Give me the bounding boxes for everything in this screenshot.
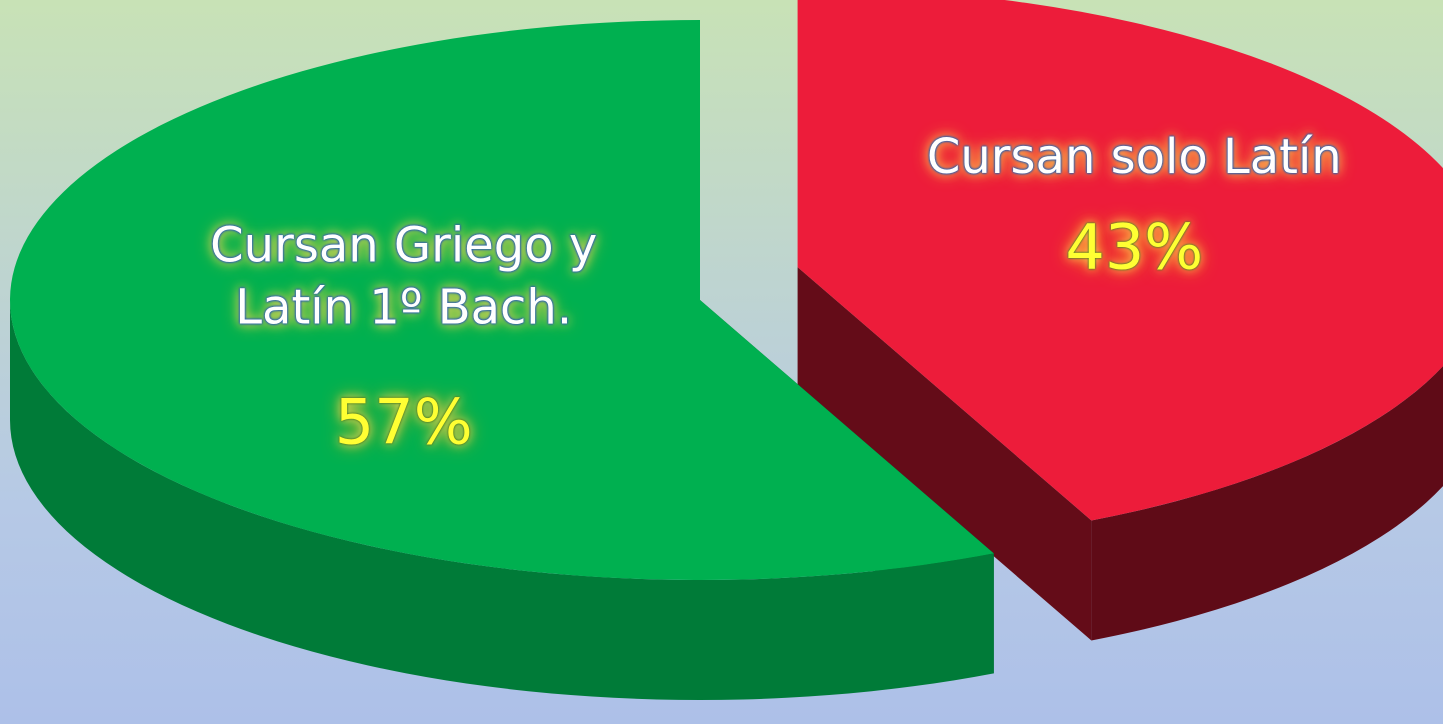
- slice-side: [10, 300, 994, 700]
- value-label: 57%: [334, 385, 473, 459]
- slice-label: Cursan solo Latín: [926, 128, 1342, 185]
- slice: [10, 20, 994, 580]
- slice-label: Cursan Griego y Latín 1º Bach.: [210, 217, 598, 336]
- value-label: 43%: [1065, 210, 1204, 284]
- slice-cut-face: [797, 267, 1092, 641]
- slice-side: [1091, 366, 1443, 641]
- slice: [797, 0, 1443, 521]
